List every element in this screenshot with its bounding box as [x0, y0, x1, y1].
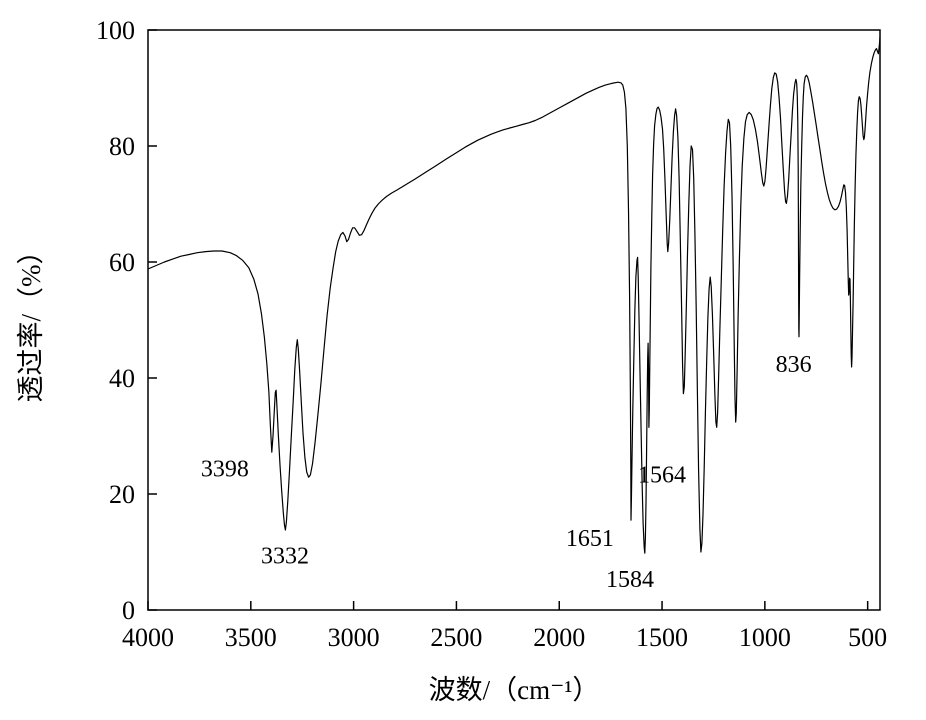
- y-tick-label: 20: [109, 480, 135, 509]
- x-tick-label: 500: [848, 623, 887, 652]
- plot-frame-group: [147, 29, 881, 611]
- x-tick-label: 3500: [225, 623, 277, 652]
- spectrum-curve-group: [147, 36, 881, 554]
- peak-label: 1564: [638, 462, 686, 488]
- spectrum-line: [147, 36, 881, 554]
- y-tick-label: 80: [109, 132, 135, 161]
- peak-label: 3332: [261, 544, 309, 570]
- x-tick-label: 1500: [636, 623, 688, 652]
- x-tick-label: 2000: [533, 623, 585, 652]
- y-tick-label: 60: [109, 248, 135, 277]
- x-tick-label: 2500: [430, 623, 482, 652]
- peak-label: 3398: [201, 457, 249, 483]
- y-tick-label: 0: [122, 596, 135, 625]
- x-axis-label: 波数/（cm⁻¹）: [429, 675, 600, 705]
- x-tick-label: 4000: [122, 623, 174, 652]
- axis-ticks-group: 4000 3500 3000 2500 2000 1500 1000 500 0 20 40 60 80…: [96, 16, 887, 652]
- peak-label: 1651: [566, 526, 614, 552]
- plot-area: [147, 29, 881, 611]
- peak-label: 1584: [606, 567, 654, 593]
- x-tick-label: 3000: [328, 623, 380, 652]
- y-tick-label: 40: [109, 364, 135, 393]
- peak-annotations-group: 3398 3332 1651 1584 1564 836: [201, 352, 812, 593]
- y-tick-label: 100: [96, 16, 135, 45]
- x-tick-label: 1000: [739, 623, 791, 652]
- y-axis-label: 透过率/（%）: [16, 238, 46, 403]
- peak-label: 836: [776, 352, 812, 378]
